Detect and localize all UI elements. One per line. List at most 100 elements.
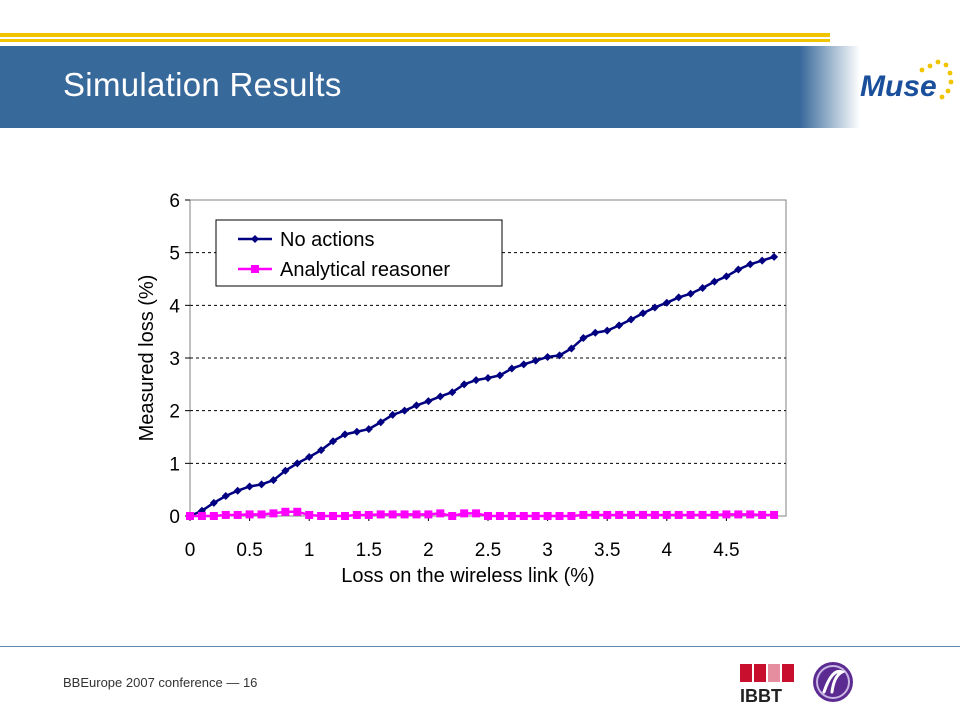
data-point-no-actions (412, 401, 421, 410)
header-band (0, 46, 960, 128)
data-point-analytical-reasoner (507, 512, 516, 520)
ibbt-logo-text: IBBT (740, 686, 782, 706)
y-tick-label: 4 (169, 296, 180, 317)
data-point-analytical-reasoner (329, 512, 338, 520)
data-point-analytical-reasoner (591, 510, 600, 519)
data-point-no-actions (388, 410, 397, 419)
footer-text: BBEurope 2007 conference — 16 (63, 675, 258, 690)
data-point-no-actions (352, 427, 361, 436)
y-tick-label: 0 (169, 507, 180, 528)
data-point-no-actions (233, 486, 242, 495)
data-point-no-actions (221, 491, 230, 500)
header-accent-line-secondary (0, 39, 830, 42)
data-point-analytical-reasoner (412, 510, 421, 519)
x-tick-label: 4.5 (713, 540, 739, 561)
data-point-analytical-reasoner (281, 507, 290, 516)
data-point-analytical-reasoner (770, 510, 779, 519)
x-tick-label: 3.5 (594, 540, 620, 561)
y-tick-label: 1 (169, 454, 180, 475)
data-point-analytical-reasoner (603, 510, 612, 519)
footer-divider (0, 646, 960, 647)
data-point-analytical-reasoner (209, 512, 218, 520)
data-point-analytical-reasoner (400, 510, 409, 519)
data-point-analytical-reasoner (495, 512, 504, 520)
data-point-no-actions (197, 506, 206, 515)
data-point-analytical-reasoner (197, 512, 206, 520)
data-point-no-actions (376, 418, 385, 427)
x-axis-label: Loss on the wireless link (%) (341, 565, 594, 587)
data-point-no-actions (317, 446, 326, 455)
data-point-no-actions (507, 364, 516, 373)
data-point-analytical-reasoner (448, 512, 457, 520)
data-point-analytical-reasoner (543, 512, 552, 520)
data-point-no-actions (567, 344, 576, 353)
y-tick-label: 3 (169, 349, 180, 370)
data-point-analytical-reasoner (734, 510, 743, 519)
data-point-no-actions (186, 512, 194, 520)
x-tick-label: 2 (423, 540, 434, 561)
data-point-no-actions (591, 328, 600, 337)
data-point-analytical-reasoner (376, 510, 385, 519)
series-line-analytical-reasoner (190, 510, 775, 518)
data-point-no-actions (340, 430, 349, 439)
x-tick-label: 4 (662, 540, 673, 561)
y-tick-label: 2 (169, 402, 180, 423)
data-point-analytical-reasoner (650, 510, 659, 519)
slide-title: Simulation Results (63, 66, 342, 103)
data-point-no-actions (638, 309, 647, 318)
data-point-analytical-reasoner (519, 512, 528, 520)
y-tick-label: 6 (169, 191, 180, 212)
data-point-no-actions (722, 272, 731, 281)
data-point-no-actions (257, 480, 266, 489)
data-point-analytical-reasoner (305, 510, 314, 519)
y-tick-label: 5 (169, 244, 180, 265)
x-tick-label: 0 (185, 540, 196, 561)
plot-area (189, 199, 787, 517)
data-point-analytical-reasoner (233, 510, 242, 519)
data-point-no-actions (281, 466, 290, 475)
data-point-analytical-reasoner (317, 512, 326, 520)
data-point-no-actions (209, 498, 218, 507)
data-point-analytical-reasoner (615, 510, 624, 519)
data-point-analytical-reasoner (567, 512, 576, 520)
data-point-no-actions (543, 352, 552, 361)
x-tick-label: 2.5 (475, 540, 501, 561)
data-point-no-actions (329, 437, 338, 446)
data-point-no-actions (758, 256, 767, 265)
data-point-analytical-reasoner (424, 510, 433, 519)
data-point-analytical-reasoner (627, 510, 636, 519)
data-point-analytical-reasoner (758, 510, 767, 519)
data-point-analytical-reasoner (460, 509, 469, 518)
data-point-analytical-reasoner (674, 510, 683, 519)
ibbt-logo: IBBT (740, 664, 794, 706)
legend-marker-no-actions (251, 235, 259, 243)
data-point-no-actions (519, 360, 528, 369)
data-point-no-actions (460, 380, 469, 389)
data-point-analytical-reasoner (472, 509, 481, 518)
data-point-no-actions (579, 333, 588, 342)
data-point-no-actions (531, 356, 540, 365)
legend-marker-analytical-reasoner (251, 265, 259, 273)
data-point-analytical-reasoner (186, 512, 194, 520)
x-tick-label: 0.5 (236, 540, 262, 561)
data-point-no-actions (734, 265, 743, 274)
data-point-analytical-reasoner (484, 512, 492, 520)
data-point-analytical-reasoner (698, 510, 707, 519)
data-point-analytical-reasoner (746, 510, 755, 519)
data-point-no-actions (555, 351, 564, 360)
data-point-analytical-reasoner (352, 510, 361, 519)
data-point-no-actions (472, 376, 481, 385)
alcatel-lucent-logo (813, 662, 853, 702)
series-line-no-actions (189, 255, 775, 518)
data-point-no-actions (364, 425, 373, 434)
data-point-analytical-reasoner (221, 510, 230, 519)
legend (215, 219, 503, 287)
data-point-no-actions (603, 326, 612, 335)
y-axis-label: Measured loss (%) (136, 275, 158, 442)
data-point-no-actions (650, 303, 659, 312)
muse-logo-text: Muse (860, 70, 937, 103)
data-point-analytical-reasoner (340, 512, 349, 520)
data-point-analytical-reasoner (722, 510, 731, 519)
data-point-no-actions (305, 453, 314, 462)
data-point-analytical-reasoner (686, 510, 695, 519)
